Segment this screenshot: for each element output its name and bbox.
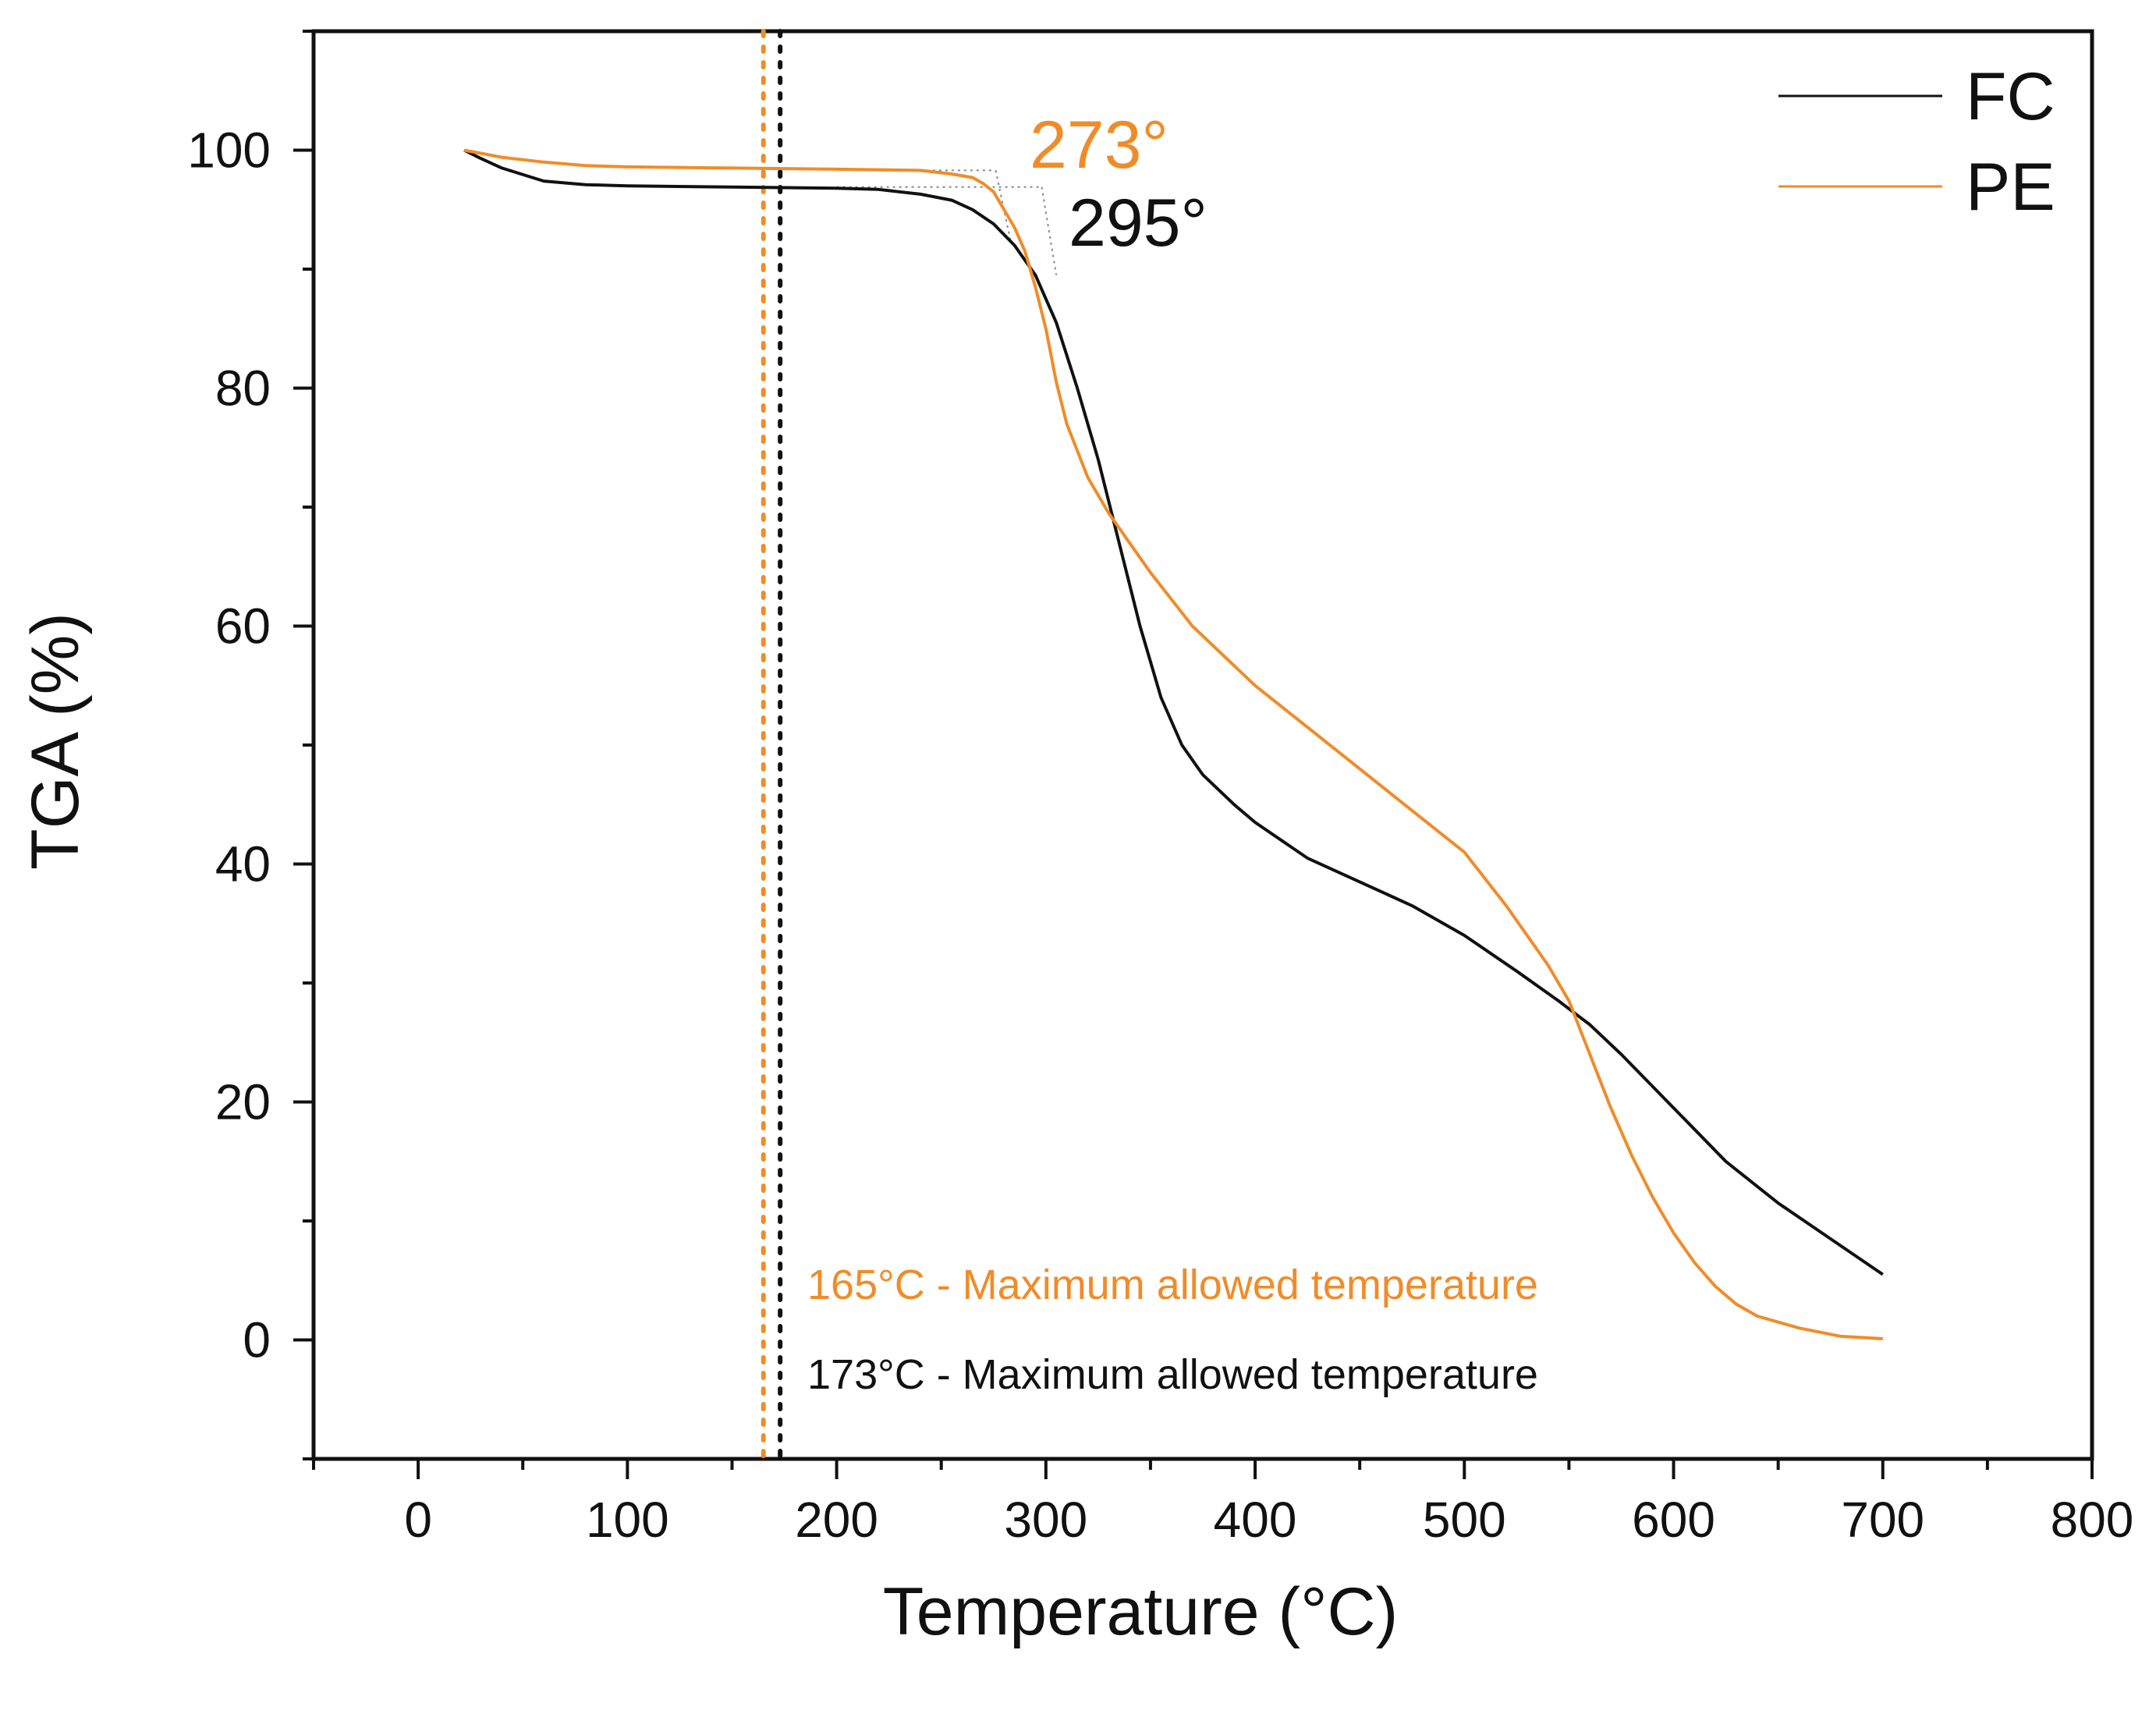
x-axis-ticks: 0 100 200 300 400 500 600 700 800 [312, 1459, 2134, 1548]
y-tick-label: 80 [215, 360, 271, 417]
max-temp-label-fc: 173°C - Maximum allowed temperature [807, 1351, 1538, 1398]
legend-label-pe: PE [1966, 150, 2055, 225]
x-tick-label: 600 [1632, 1492, 1715, 1548]
annotations: 165°C - Maximum allowed temperature 173°C… [807, 108, 1538, 1398]
legend-label-fc: FC [1966, 59, 2055, 134]
y-tick-label: 20 [215, 1074, 271, 1130]
onset-label-pe: 273° [1030, 108, 1168, 183]
x-tick-label: 800 [2051, 1492, 2134, 1548]
max-temperature-lines [761, 29, 783, 1461]
y-tick-label: 40 [215, 836, 271, 892]
x-tick-label: 500 [1423, 1492, 1506, 1548]
y-tick-label: 0 [243, 1312, 271, 1368]
x-tick-label: 200 [795, 1492, 878, 1548]
y-axis-ticks: 0 20 40 60 80 100 [187, 30, 314, 1460]
legend: FC PE [1778, 59, 2055, 225]
series-line-pe [463, 148, 1883, 1340]
x-tick-label: 0 [404, 1492, 432, 1548]
onset-label-fc: 295° [1069, 186, 1207, 261]
x-tick-label: 700 [1841, 1492, 1924, 1548]
y-tick-label: 60 [215, 598, 271, 655]
x-tick-label: 400 [1214, 1492, 1297, 1548]
x-tick-label: 100 [586, 1492, 669, 1548]
x-axis-title: Temperature (°C) [883, 1574, 1398, 1649]
y-tick-label: 100 [187, 122, 271, 179]
series-lines [463, 148, 1884, 1340]
x-tick-label: 300 [1004, 1492, 1087, 1548]
y-axis-title: TGA (%) [18, 612, 93, 870]
series-line-fc [463, 148, 1884, 1276]
onset-tangent-fc [1041, 186, 1058, 275]
max-temp-label-pe: 165°C - Maximum allowed temperature [807, 1262, 1538, 1308]
